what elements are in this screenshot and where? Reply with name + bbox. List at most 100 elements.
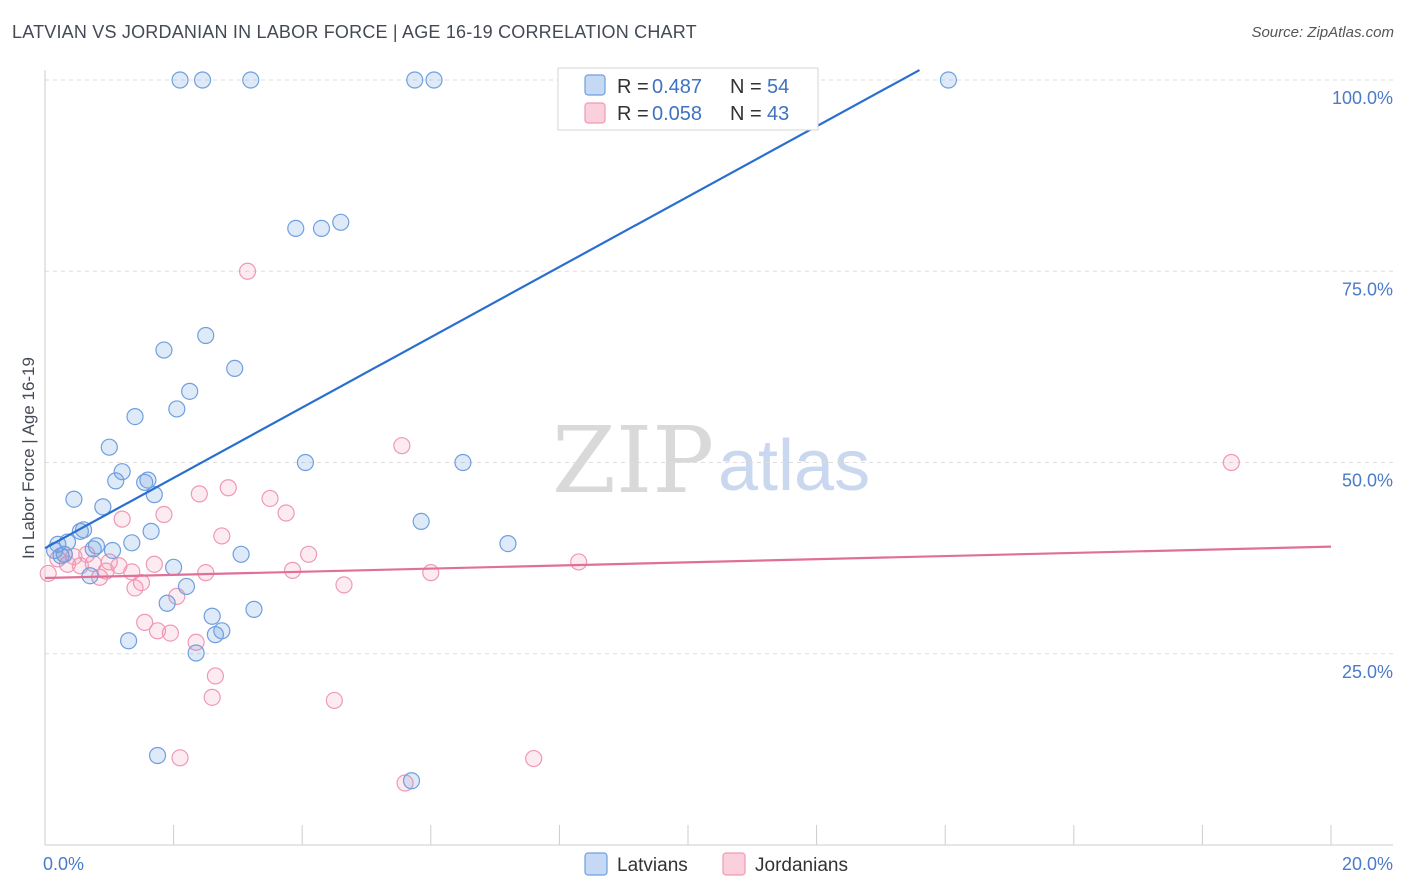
x-tick-label: 0.0% <box>43 854 84 874</box>
latvian-point <box>171 71 189 89</box>
latvian-point <box>148 746 167 765</box>
latvians-trend-line <box>44 69 921 550</box>
jordanian-point <box>525 749 543 768</box>
latvian-point <box>412 512 430 531</box>
latvian-point <box>287 219 305 238</box>
y-tick-label: 75.0% <box>1342 279 1393 299</box>
bottom-legend-jordanians: Jordanians <box>755 855 848 876</box>
jordanian-point <box>283 561 302 579</box>
legend-latvians-n-value: 54 <box>767 76 789 98</box>
jordanian-point <box>161 624 179 642</box>
x-tick-label: 20.0% <box>1342 854 1393 874</box>
legend-jordanians-r-value: 0.058 <box>652 103 702 125</box>
jordanian-point <box>145 555 163 573</box>
latvian-point <box>187 644 205 662</box>
latvian-point <box>84 540 102 558</box>
jordanian-point <box>113 510 131 528</box>
latvian-point <box>425 71 443 89</box>
jordanian-point <box>148 622 167 640</box>
y-axis-label: In Labor Force | Age 16-19 <box>19 357 38 559</box>
series-legend: Latvians Jordanians <box>584 852 848 876</box>
x-axis-ticks <box>44 825 1332 845</box>
y-tick-label: 25.0% <box>1342 662 1393 682</box>
latvian-point <box>242 71 260 89</box>
y-tick-label: 100.0% <box>1332 88 1393 108</box>
jordanian-point <box>1222 453 1240 472</box>
latvian-point <box>126 408 144 426</box>
jordanian-point <box>393 437 411 455</box>
jordanian-point <box>300 545 318 563</box>
bottom-legend-swatch-latvians <box>584 852 608 876</box>
latvian-point <box>181 382 199 400</box>
latvian-point <box>155 341 173 359</box>
latvian-point <box>107 472 125 490</box>
latvian-point <box>245 600 263 618</box>
watermark: ZIP atlas <box>552 407 870 514</box>
latvian-point <box>113 463 131 481</box>
jordanian-point <box>261 489 279 508</box>
legend-swatch-latvians <box>584 74 606 96</box>
source-attribution: Source: ZipAtlas.com <box>1251 24 1394 41</box>
jordanian-point <box>136 613 154 631</box>
jordanian-point <box>132 574 151 592</box>
watermark-zip: ZIP <box>552 407 714 514</box>
latvian-point <box>332 213 350 231</box>
latvian-point <box>454 453 472 472</box>
jordanian-point <box>219 479 237 497</box>
latvian-point <box>136 473 154 491</box>
latvian-point <box>312 219 331 238</box>
latvian-point <box>139 471 157 489</box>
correlation-legend: R = 0.487 N = 54 R = 0.058 N = 43 <box>557 67 819 131</box>
legend-latvians-r-label: R = <box>617 76 649 98</box>
latvian-point <box>197 326 215 345</box>
latvian-point <box>402 772 421 790</box>
latvian-point <box>177 577 196 596</box>
series-jordanians-points <box>39 262 1240 792</box>
latvian-point <box>65 490 83 508</box>
legend-jordanians-r-label: R = <box>617 103 649 125</box>
latvian-point <box>232 545 250 563</box>
jordanian-point <box>277 504 295 522</box>
jordanian-point <box>325 691 343 710</box>
latvian-point <box>296 453 315 472</box>
jordanian-point <box>171 749 189 767</box>
latvian-point <box>119 632 138 650</box>
legend-jordanians-n-label: N = <box>730 103 762 125</box>
latvian-point <box>123 534 141 552</box>
jordanians-trend-line <box>44 545 1332 580</box>
jordanian-point <box>570 553 588 571</box>
series-latvians-points <box>46 71 958 790</box>
latvian-point <box>94 498 112 516</box>
latvian-point <box>939 71 958 89</box>
bottom-legend-swatch-jordanians <box>722 852 746 876</box>
watermark-atlas: atlas <box>718 426 870 506</box>
latvian-point <box>100 438 118 456</box>
legend-latvians-r-value: 0.487 <box>652 76 702 98</box>
latvian-point <box>226 359 244 378</box>
latvian-point <box>168 400 186 418</box>
chart-title: LATVIAN VS JORDANIAN IN LABOR FORCE | AG… <box>12 22 697 42</box>
gridlines <box>45 79 1393 655</box>
jordanian-point <box>206 667 224 685</box>
jordanian-point <box>97 562 115 580</box>
jordanian-point <box>190 485 208 503</box>
latvian-point <box>158 594 176 612</box>
jordanian-point <box>213 527 231 545</box>
x-tick-labels: 0.0% 20.0% <box>43 854 1393 874</box>
jordanian-point <box>155 505 173 524</box>
latvian-point <box>499 534 517 553</box>
y-tick-labels: 25.0% 50.0% 75.0% 100.0% <box>1332 88 1393 682</box>
bottom-legend-latvians: Latvians <box>617 855 688 876</box>
y-tick-label: 50.0% <box>1342 471 1393 491</box>
latvian-point <box>406 71 424 89</box>
jordanian-point <box>197 564 215 582</box>
latvian-point <box>87 537 106 555</box>
legend-jordanians-n-value: 43 <box>767 103 789 125</box>
legend-swatch-jordanians <box>584 102 606 124</box>
latvian-point <box>203 607 221 625</box>
latvian-point <box>193 71 212 89</box>
latvian-point <box>213 622 231 640</box>
jordanian-point <box>203 688 221 706</box>
latvian-point <box>142 522 160 540</box>
